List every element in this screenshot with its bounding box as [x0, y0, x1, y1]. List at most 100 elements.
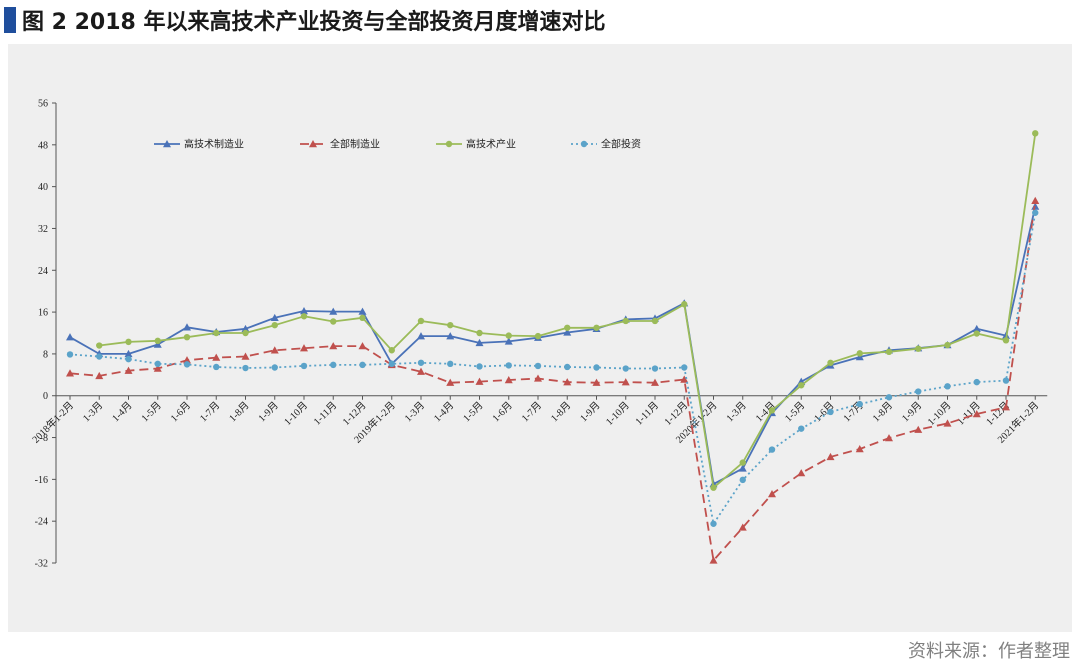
figure-title: 图 2 2018 年以来高技术产业投资与全部投资月度增速对比	[4, 4, 606, 36]
x-tick-label: 1-5月	[782, 399, 807, 424]
data-point	[95, 371, 104, 380]
y-tick-label: 16	[38, 308, 48, 319]
y-tick-label: -24	[35, 517, 48, 528]
axes	[52, 102, 1048, 564]
x-tick-label: 1-3月	[402, 399, 427, 424]
figure-title-text: 图 2 2018 年以来高技术产业投资与全部投资月度增速对比	[22, 10, 606, 35]
data-point	[300, 313, 308, 320]
data-point	[973, 378, 980, 386]
data-point	[446, 378, 455, 386]
data-point	[154, 337, 161, 345]
data-point	[417, 317, 425, 325]
data-point	[330, 318, 337, 325]
x-tick-label: 1-7月	[519, 399, 544, 424]
data-point	[1002, 337, 1010, 344]
data-point	[798, 382, 805, 389]
data-point	[476, 329, 483, 337]
series-1	[66, 202, 1040, 488]
data-point	[915, 388, 922, 395]
legend-swatch-marker	[163, 140, 171, 148]
legend-swatch-marker	[580, 140, 588, 148]
data-point	[447, 321, 454, 329]
data-point	[768, 407, 776, 414]
x-tick-label: 1-12月	[340, 399, 369, 428]
data-point	[505, 362, 512, 369]
data-point	[738, 523, 747, 531]
chart-panel: -32 -24 -16 -8 0 8 16 24 32 40 48 56 2018年1-2月 1-3月 1-…	[8, 44, 1072, 632]
data-point	[476, 363, 483, 370]
data-point	[651, 365, 659, 372]
data-point	[592, 378, 601, 386]
data-point	[124, 349, 133, 358]
x-tick-label: 1-4月	[431, 399, 456, 424]
legend-item-3: 高技术产业	[436, 138, 516, 151]
data-point	[856, 400, 863, 408]
x-tick-label: 1-4月	[110, 399, 135, 424]
series-line	[69, 212, 1037, 525]
y-tick-label: 40	[38, 182, 48, 193]
data-point	[213, 363, 220, 371]
data-point	[329, 307, 338, 315]
legend-swatch-marker	[445, 140, 453, 148]
data-point	[270, 313, 279, 322]
data-point	[885, 394, 893, 401]
source-note: 资料来源：作者整理	[908, 641, 1070, 662]
data-point	[798, 425, 805, 432]
y-tick-label: -32	[35, 559, 48, 570]
series-line	[99, 133, 1037, 489]
series-2	[66, 196, 1040, 564]
x-tick-label: 1-5月	[461, 399, 486, 424]
data-point	[885, 434, 893, 442]
data-point	[329, 342, 338, 350]
x-tick-label: 2018年1-2月	[29, 399, 76, 446]
data-point	[271, 321, 278, 329]
x-tick-label: 1-11月	[311, 399, 339, 427]
x-tick-label: 1-5月	[139, 399, 164, 424]
data-point	[709, 556, 718, 564]
title-accent-bar	[4, 7, 16, 33]
data-point	[212, 353, 221, 361]
data-point	[768, 446, 776, 453]
y-tick-label: 32	[38, 224, 48, 235]
data-point	[826, 452, 835, 461]
legend-label: 全部投资	[601, 138, 641, 151]
y-tick-label: 24	[38, 266, 48, 277]
data-point	[330, 361, 337, 369]
data-point	[300, 307, 308, 315]
data-point	[797, 469, 806, 477]
data-point	[944, 383, 951, 390]
data-point	[564, 363, 571, 371]
data-point	[241, 324, 250, 333]
data-point	[651, 378, 659, 386]
x-tick-label: 1-8月	[227, 399, 252, 424]
legend-label: 高技术产业	[466, 138, 516, 151]
data-point	[153, 340, 162, 348]
x-tick-label: 1-3月	[80, 399, 105, 424]
data-point	[242, 364, 249, 372]
data-point	[710, 484, 717, 491]
data-point	[183, 333, 191, 341]
data-point	[856, 350, 863, 357]
data-point	[96, 353, 103, 360]
data-point	[534, 332, 542, 340]
data-point	[915, 345, 922, 352]
x-tick-label: 1-6月	[168, 399, 193, 424]
data-point	[973, 330, 980, 337]
x-tick-label: 1-3月	[724, 399, 749, 424]
series-line	[69, 200, 1037, 562]
data-point	[621, 378, 630, 386]
y-tick-label: 48	[38, 140, 48, 151]
data-point	[504, 376, 513, 384]
series-lines	[66, 130, 1040, 564]
legend-label: 高技术制造业	[184, 138, 244, 151]
data-point	[534, 362, 542, 370]
data-point	[944, 341, 951, 349]
data-point	[270, 346, 279, 354]
x-tick-label: 1-9月	[256, 399, 281, 424]
data-point	[66, 351, 74, 358]
data-point	[388, 360, 395, 368]
data-point	[534, 374, 542, 382]
data-point	[475, 377, 484, 385]
data-point	[1002, 403, 1010, 411]
